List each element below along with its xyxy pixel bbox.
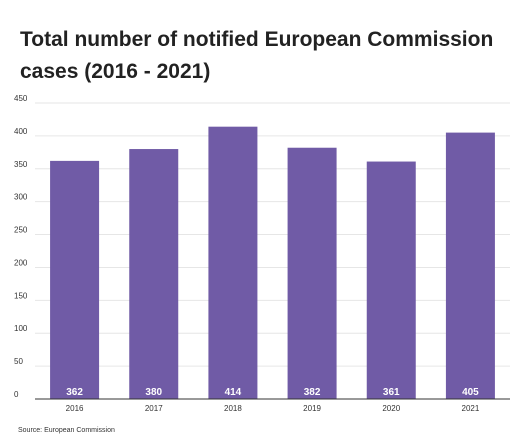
x-tick-label: 2016: [66, 404, 84, 413]
y-tick-label: 250: [14, 226, 28, 235]
bar: [366, 161, 416, 399]
bar: [208, 126, 258, 400]
bar: [129, 149, 179, 399]
y-tick-label: 0: [14, 390, 19, 399]
bars: 362 380 414 382 361 405: [50, 126, 495, 400]
x-tick-label: 2019: [303, 404, 321, 413]
y-tick-label: 350: [14, 160, 28, 169]
y-tick-label: 50: [14, 357, 23, 366]
y-tick-label: 200: [14, 258, 28, 267]
x-tick-label: 2020: [382, 404, 400, 413]
y-tick-label: 300: [14, 193, 28, 202]
bar-data-label: 362: [66, 387, 83, 398]
y-tick-label: 150: [14, 291, 28, 300]
bar-data-label: 414: [225, 387, 242, 398]
bar: [50, 160, 100, 399]
x-tick-label: 2017: [145, 404, 163, 413]
bar-data-label: 405: [462, 387, 479, 398]
gridlines: [35, 102, 510, 367]
bar-data-label: 380: [145, 387, 162, 398]
y-tick-label: 450: [14, 94, 28, 103]
bar: [445, 132, 495, 399]
bar-data-label: 382: [304, 387, 321, 398]
y-axis-ticks: 0 50 100 150 200 250 300 350 400 450: [14, 94, 28, 399]
bar-data-label: 361: [383, 387, 400, 398]
x-tick-label: 2021: [462, 404, 480, 413]
x-tick-label: 2018: [224, 404, 242, 413]
chart-title: Total number of notified European Commis…: [20, 28, 494, 83]
bar: [287, 147, 337, 399]
y-tick-label: 100: [14, 324, 28, 333]
source-note: Source: European Commission: [18, 427, 115, 434]
y-tick-label: 400: [14, 127, 28, 136]
x-axis-ticks: 2016 2017 2018 2019 2020 2021: [66, 404, 480, 413]
